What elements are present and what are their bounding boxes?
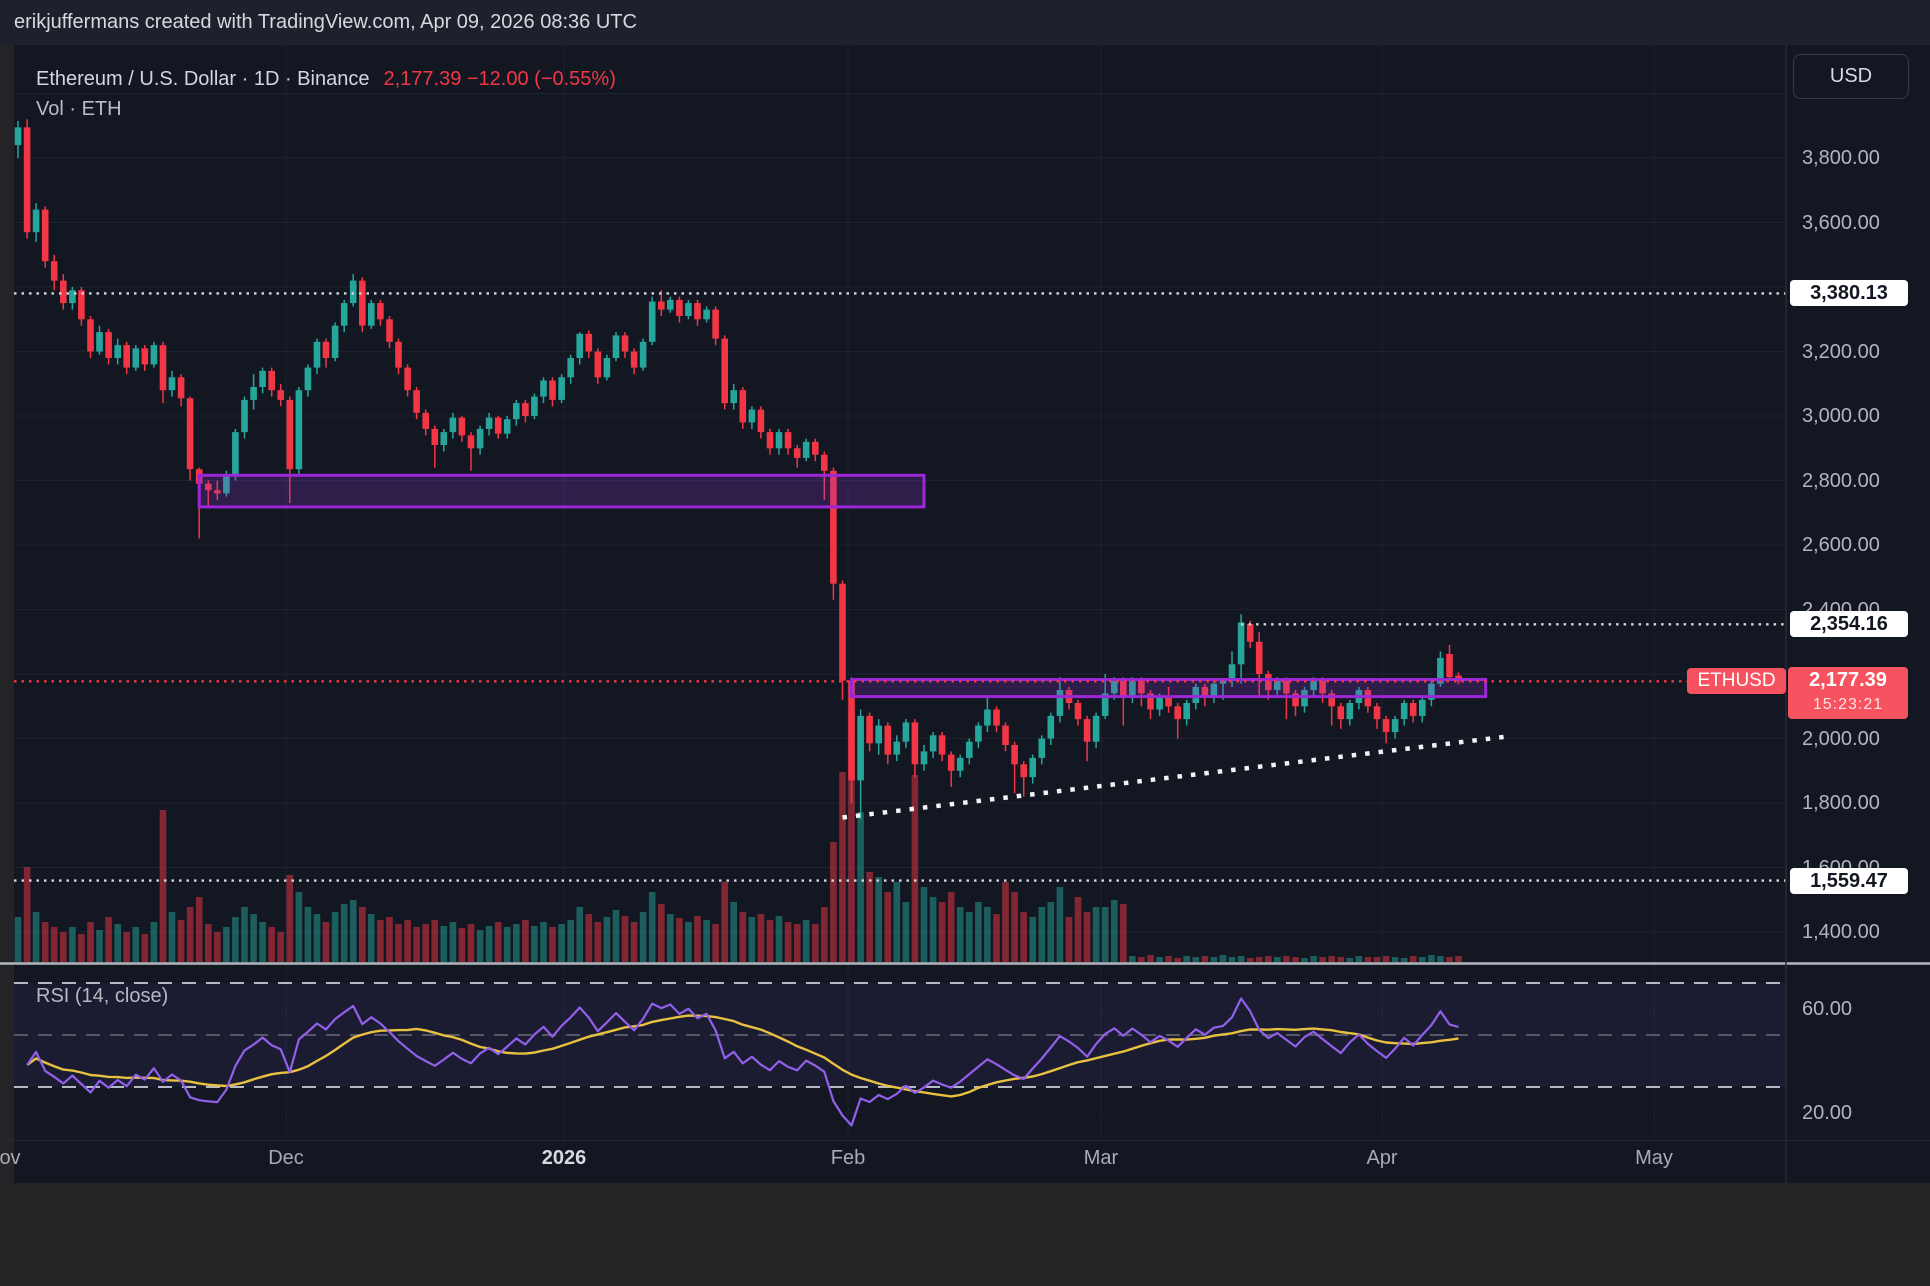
price-marker-label: 2,354.16 [1790, 611, 1908, 637]
time-label-Mar: Mar [1083, 1147, 1119, 1169]
bar-countdown: 15:23:21 [1812, 696, 1884, 713]
last-price-symbol-badge: ETHUSD [1687, 668, 1786, 694]
price-marker-label: 3,380.13 [1790, 280, 1908, 306]
candlestick-series [14, 119, 1462, 820]
time-label-2026: 2026 [541, 1147, 587, 1169]
rsi-tick: 20.00 [1802, 1102, 1853, 1124]
chart-background [14, 45, 1930, 1183]
footer-bar: TradingView [0, 1183, 1930, 1286]
currency-usd-button[interactable]: USD [1793, 54, 1909, 99]
price-tick: 3,000.00 [1802, 405, 1880, 427]
rsi-indicator-legend[interactable]: RSI (14, close) [36, 985, 169, 1007]
symbol-legend[interactable]: Ethereum / U.S. Dollar · 1D · Binance 2,1… [36, 66, 616, 92]
rsi-tick: 60.00 [1802, 998, 1853, 1020]
volume-series [14, 712, 1462, 962]
last-price-axis-label: 2,177.39 15:23:21 [1788, 667, 1908, 719]
price-tick: 3,600.00 [1802, 212, 1880, 234]
price-tick: 2,800.00 [1802, 470, 1880, 492]
symbol-title[interactable]: Ethereum / U.S. Dollar · 1D · Binance [36, 68, 370, 90]
last-price-symbol-label: ETHUSD [1697, 670, 1776, 691]
ascending-trendline [842, 734, 1505, 820]
rsi-line [26, 997, 1459, 1127]
volume-legend[interactable]: Vol · ETH [36, 96, 122, 122]
rsi-ma-line [26, 1014, 1459, 1098]
currency-usd-label: USD [1829, 65, 1873, 87]
dotted-price-levels[interactable] [14, 292, 1786, 882]
attribution-text: erikjuffermans created with TradingView.… [14, 11, 637, 33]
pane-separators [0, 45, 1930, 1183]
attribution-bar: erikjuffermans created with TradingView.… [0, 0, 1930, 45]
price-tick: 1,800.00 [1802, 792, 1880, 814]
price-tick: 2,600.00 [1802, 534, 1880, 556]
time-label-Dec: Dec [268, 1147, 304, 1169]
price-marker-label: 1,559.47 [1790, 868, 1908, 894]
price-tick: 1,400.00 [1802, 921, 1880, 943]
last-price-value: 2,177.39 [1809, 669, 1887, 691]
time-label-Apr: Apr [1366, 1147, 1398, 1169]
time-label-May: May [1635, 1147, 1673, 1169]
volume-legend-label: Vol · ETH [36, 98, 122, 120]
time-label-ov: ov [0, 1147, 21, 1169]
grid-lines [14, 45, 1786, 1140]
supply-demand-zones[interactable] [197, 473, 1488, 699]
price-tick: 3,200.00 [1802, 341, 1880, 363]
price-tick: 2,000.00 [1802, 728, 1880, 750]
price-change-summary: 2,177.39 −12.00 (−0.55%) [383, 68, 616, 90]
rsi-pane[interactable] [14, 982, 1786, 1127]
price-tick: 3,800.00 [1802, 147, 1880, 169]
time-label-Feb: Feb [830, 1147, 866, 1169]
left-gutter [0, 45, 14, 1183]
